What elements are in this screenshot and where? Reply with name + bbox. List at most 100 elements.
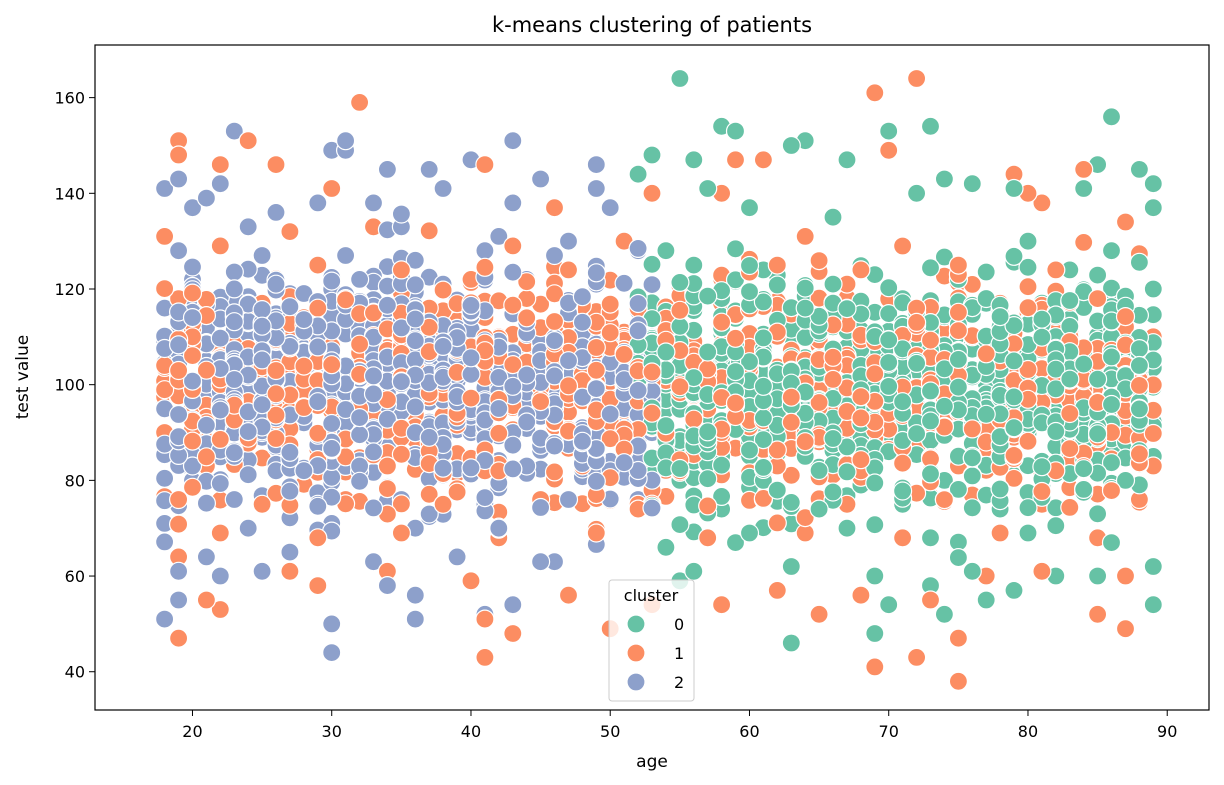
scatter-point-cluster-2	[196, 547, 216, 567]
scatter-point-cluster-2	[558, 231, 579, 251]
scatter-point-cluster-2	[224, 121, 244, 141]
scatter-point-cluster-0	[1101, 347, 1122, 367]
scatter-point-cluster-1	[642, 183, 662, 203]
scatter-point-cluster-1	[503, 355, 523, 375]
scatter-point-cluster-2	[628, 321, 648, 341]
scatter-point-cluster-2	[155, 468, 175, 488]
scatter-point-cluster-0	[739, 440, 760, 460]
scatter-point-cluster-1	[182, 477, 203, 497]
scatter-point-cluster-1	[795, 507, 815, 528]
scatter-point-cluster-1	[377, 456, 397, 476]
scatter-point-cluster-0	[725, 239, 746, 259]
scatter-point-cluster-1	[350, 334, 370, 354]
scatter-point-cluster-0	[1004, 178, 1024, 199]
scatter-point-cluster-0	[795, 278, 815, 298]
scatter-point-cluster-2	[419, 504, 439, 524]
scatter-point-cluster-2	[294, 310, 314, 330]
x-tick-label: 40	[461, 722, 481, 741]
scatter-point-cluster-1	[948, 671, 969, 691]
scatter-point-cluster-2	[196, 415, 216, 435]
scatter-point-cluster-0	[642, 254, 662, 274]
scatter-point-cluster-0	[656, 416, 676, 436]
scatter-point-cluster-0	[1060, 369, 1080, 389]
scatter-point-cluster-2	[363, 384, 384, 404]
scatter-point-cluster-0	[976, 590, 996, 610]
scatter-point-cluster-2	[572, 312, 593, 332]
scatter-point-cluster-0	[711, 455, 732, 475]
scatter-point-cluster-1	[1018, 359, 1038, 380]
scatter-point-cluster-1	[711, 312, 732, 332]
scatter-point-cluster-0	[684, 368, 704, 388]
scatter-point-cluster-0	[948, 547, 969, 568]
scatter-point-cluster-2	[224, 443, 244, 463]
scatter-point-cluster-2	[461, 295, 481, 315]
scatter-point-cluster-1	[823, 347, 843, 367]
scatter-point-cluster-1	[1018, 277, 1038, 297]
scatter-point-cluster-1	[252, 494, 272, 514]
scatter-point-cluster-0	[739, 523, 760, 543]
scatter-point-cluster-2	[377, 159, 397, 179]
scatter-point-cluster-0	[920, 528, 941, 548]
scatter-point-cluster-0	[1143, 556, 1163, 577]
scatter-point-cluster-0	[920, 411, 941, 431]
scatter-point-cluster-2	[169, 404, 189, 425]
scatter-point-cluster-0	[1046, 379, 1066, 399]
scatter-point-cluster-0	[823, 428, 843, 449]
scatter-point-cluster-2	[489, 367, 509, 387]
scatter-point-cluster-1	[851, 387, 871, 407]
scatter-point-cluster-1	[169, 514, 189, 534]
scatter-point-cluster-1	[336, 290, 356, 310]
scatter-point-cluster-1	[698, 528, 718, 548]
scatter-point-cluster-1	[642, 362, 662, 382]
legend-title: cluster	[624, 586, 679, 605]
scatter-point-cluster-1	[781, 387, 801, 407]
scatter-point-cluster-0	[990, 307, 1010, 327]
scatter-point-cluster-2	[182, 198, 203, 218]
scatter-point-cluster-1	[1018, 298, 1038, 318]
scatter-point-cluster-1	[586, 523, 606, 543]
scatter-point-cluster-1	[544, 198, 565, 218]
scatter-point-cluster-1	[600, 294, 620, 314]
scatter-point-cluster-2	[475, 241, 495, 261]
scatter-point-cluster-0	[1074, 178, 1094, 199]
scatter-point-cluster-2	[308, 496, 328, 516]
scatter-point-cluster-1	[210, 155, 230, 175]
scatter-point-cluster-1	[698, 496, 718, 516]
scatter-point-cluster-0	[670, 272, 690, 292]
scatter-point-cluster-2	[614, 370, 634, 390]
scatter-point-cluster-2	[503, 459, 523, 479]
scatter-point-cluster-1	[906, 312, 927, 332]
scatter-point-cluster-0	[1018, 498, 1038, 518]
scatter-point-cluster-0	[934, 604, 955, 624]
scatter-point-cluster-0	[1046, 516, 1066, 536]
scatter-point-cluster-2	[447, 547, 467, 567]
scatter-point-cluster-1	[210, 599, 230, 620]
scatter-point-cluster-2	[363, 552, 384, 572]
scatter-point-cluster-0	[948, 349, 969, 369]
scatter-point-cluster-2	[336, 245, 356, 266]
scatter-point-cluster-2	[196, 188, 216, 208]
points-layer	[155, 68, 1163, 691]
scatter-point-cluster-0	[1018, 257, 1038, 277]
scatter-point-cluster-0	[684, 561, 704, 581]
scatter-point-cluster-1	[879, 140, 899, 160]
scatter-point-cluster-1	[544, 311, 565, 332]
scatter-point-cluster-1	[892, 236, 913, 256]
scatter-point-cluster-1	[948, 321, 969, 341]
scatter-point-cluster-1	[1032, 561, 1052, 581]
scatter-point-cluster-0	[906, 424, 927, 444]
scatter-point-cluster-1	[920, 330, 941, 350]
scatter-point-cluster-2	[363, 366, 384, 386]
scatter-point-cluster-1	[308, 528, 328, 548]
scatter-point-cluster-0	[962, 466, 982, 486]
scatter-point-cluster-1	[266, 405, 286, 425]
scatter-point-cluster-2	[377, 575, 397, 596]
scatter-point-cluster-1	[767, 440, 787, 460]
plot-frame	[94, 44, 1210, 711]
scatter-point-cluster-1	[1060, 403, 1080, 424]
scatter-point-cluster-0	[1046, 359, 1066, 379]
scatter-point-cluster-0	[1004, 246, 1024, 266]
scatter-point-cluster-2	[628, 380, 648, 400]
scatter-point-cluster-1	[1060, 439, 1080, 459]
scatter-point-cluster-1	[544, 462, 565, 482]
